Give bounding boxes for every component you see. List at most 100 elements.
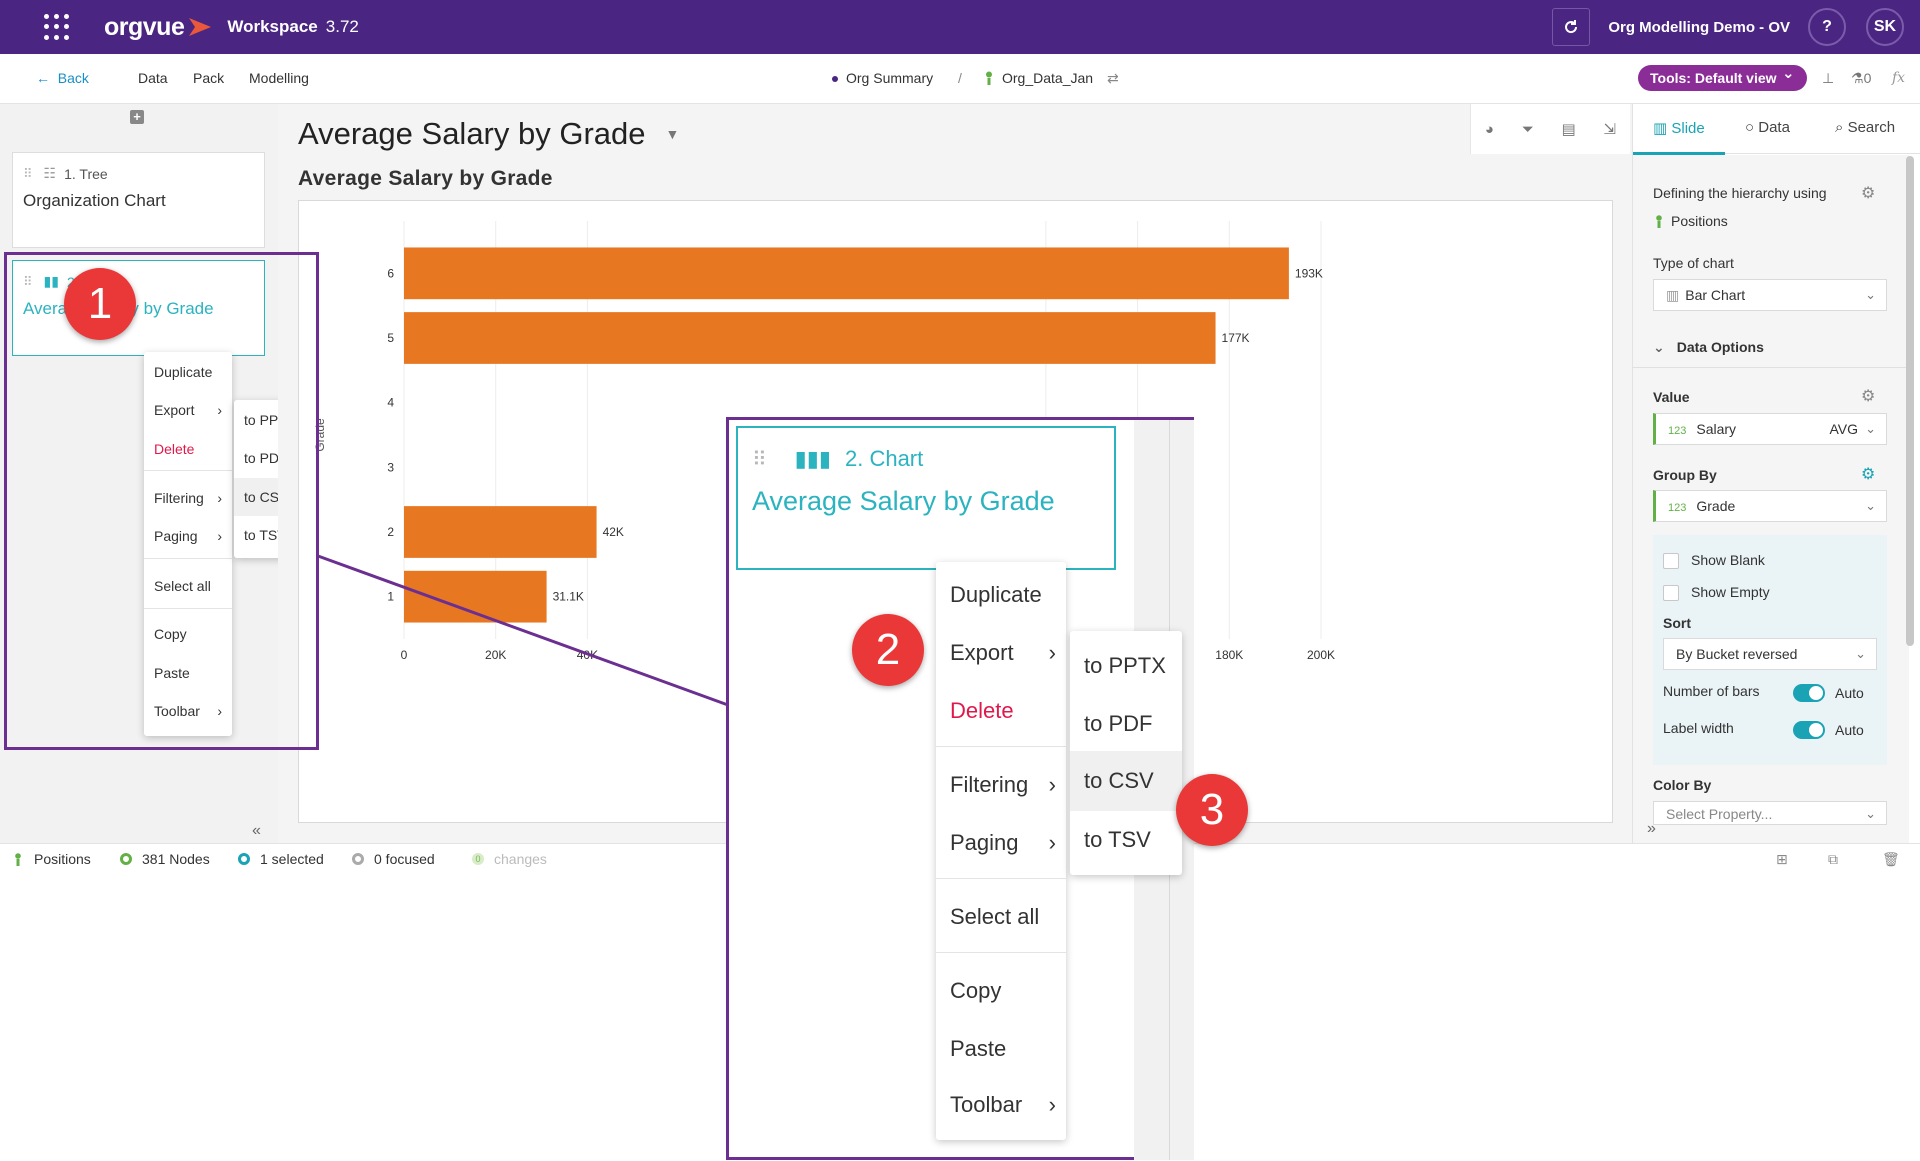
palette-icon[interactable]: ◕: [1484, 120, 1494, 138]
zoom-slide-card[interactable]: ⠿ ▮▮▮ 2. Chart Average Salary by Grade: [736, 426, 1116, 570]
help-button[interactable]: ?: [1808, 8, 1846, 46]
tab-search[interactable]: ⌕ Search: [1835, 119, 1896, 136]
menu-export[interactable]: Export ›: [154, 402, 222, 418]
status-positions[interactable]: Positions: [14, 851, 91, 867]
gear-icon[interactable]: ⚙: [1861, 466, 1876, 483]
show-blank-checkbox[interactable]: [1663, 553, 1679, 569]
menu-toolbar[interactable]: Toolbar ›: [154, 703, 222, 719]
zoom-export-tsv[interactable]: to TSV: [1084, 827, 1151, 852]
zoom-menu-select-all[interactable]: Select all: [950, 904, 1040, 929]
filter-icon[interactable]: ⏷: [1521, 120, 1534, 138]
comment-icon[interactable]: ▤: [1561, 121, 1576, 138]
value-field-select[interactable]: 123 Salary AVG ⌄: [1653, 413, 1887, 445]
status-focused[interactable]: 0 focused: [352, 851, 435, 867]
zoom-menu-paste[interactable]: Paste: [950, 1036, 1007, 1061]
tab-slide[interactable]: ▥ Slide: [1653, 120, 1705, 137]
menu-duplicate[interactable]: Duplicate: [154, 364, 213, 380]
panel-scrollbar[interactable]: [1906, 156, 1914, 646]
copy-node-icon[interactable]: ⧉: [1828, 851, 1838, 867]
bar-chart-icon: ▮▮: [43, 273, 59, 289]
status-changes[interactable]: 0 changes: [472, 851, 547, 867]
export-tsv[interactable]: to TSV: [244, 527, 287, 543]
expand-panel-icon[interactable]: »: [1647, 820, 1656, 837]
person-icon: [1656, 215, 1662, 228]
zoom-menu-duplicate[interactable]: Duplicate: [950, 582, 1042, 607]
menu-copy[interactable]: Copy: [154, 626, 187, 642]
add-node-icon[interactable]: ⊞: [1776, 851, 1788, 867]
menu-paging[interactable]: Paging ›: [154, 528, 222, 544]
label-width-toggle[interactable]: [1793, 721, 1825, 739]
menu-select-all[interactable]: Select all: [154, 578, 211, 594]
add-slide-icon[interactable]: +: [130, 110, 144, 124]
value-label: Value: [1653, 389, 1690, 405]
number-of-bars-toggle[interactable]: [1793, 684, 1825, 702]
chevron-right-icon: ›: [217, 703, 222, 719]
bar-chart-icon: ▥: [1666, 287, 1680, 303]
zoom-menu-copy[interactable]: Copy: [950, 978, 1002, 1003]
chevron-right-icon: ›: [217, 490, 222, 506]
slide-title-header[interactable]: Average Salary by Grade ▼: [298, 116, 680, 151]
sort-select[interactable]: By Bucket reversed ⌄: [1663, 638, 1877, 670]
status-nodes[interactable]: 381 Nodes: [120, 851, 210, 867]
gear-icon[interactable]: ⚙: [1861, 185, 1876, 202]
group-by-select[interactable]: 123 Grade ⌄: [1653, 490, 1887, 522]
zoom-menu-filtering[interactable]: Filtering ›: [950, 772, 1056, 797]
nav-pack[interactable]: Pack: [193, 70, 225, 86]
trash-icon[interactable]: 🗑: [1882, 851, 1900, 867]
tools-view-dropdown[interactable]: Tools: Default view: [1638, 61, 1807, 91]
slide-context-menu: Duplicate Export › Delete Filtering › Pagi…: [144, 352, 232, 736]
data-label: 193K: [1295, 266, 1323, 280]
export-pdf[interactable]: to PDF: [244, 450, 288, 466]
zoom-export-csv[interactable]: to CSV: [1070, 751, 1182, 811]
back-link[interactable]: ← Back: [36, 70, 89, 86]
color-by-select[interactable]: Select Property... ⌄: [1653, 801, 1887, 825]
zoom-export-pdf[interactable]: to PDF: [1084, 711, 1153, 736]
chevron-right-icon: ›: [1048, 640, 1056, 665]
x-tick-label: 0: [401, 648, 408, 662]
swap-icon[interactable]: ⇄: [1106, 70, 1119, 86]
chevron-down-icon[interactable]: ▼: [665, 126, 680, 142]
aggregation-label[interactable]: AVG: [1829, 421, 1858, 437]
formula-icon[interactable]: fx: [1892, 70, 1906, 86]
zoom-menu-export[interactable]: Export ›: [950, 640, 1056, 665]
chart-type-select[interactable]: ▥ Bar Chart ⌄: [1653, 279, 1887, 311]
breadcrumb-org-summary[interactable]: Org Summary: [832, 70, 933, 86]
chart-type-label: Type of chart: [1653, 255, 1734, 271]
zoom-menu-delete[interactable]: Delete: [950, 698, 1014, 723]
sync-button[interactable]: [1552, 8, 1591, 46]
zoom-menu-paging[interactable]: Paging ›: [950, 830, 1056, 855]
chevron-down-icon: ⌄: [1855, 646, 1866, 661]
drag-handle-icon[interactable]: ⠿: [752, 448, 767, 471]
export-icon[interactable]: ⇲: [1603, 121, 1617, 138]
nav-data[interactable]: Data: [138, 70, 168, 86]
arrow-left-icon: ←: [36, 70, 50, 86]
nav-modelling[interactable]: Modelling: [249, 70, 309, 86]
collapse-panel-icon[interactable]: «: [252, 822, 261, 839]
zoom-menu-toolbar[interactable]: Toolbar ›: [950, 1092, 1056, 1117]
tab-data[interactable]: ○ Data: [1745, 119, 1790, 136]
menu-paste[interactable]: Paste: [154, 665, 190, 681]
drag-handle-icon[interactable]: ⠿: [23, 273, 32, 289]
org-name[interactable]: Org Modelling Demo - OV: [1608, 18, 1790, 36]
apps-grid-icon[interactable]: [44, 14, 70, 40]
orgvue-logo[interactable]: orgvue: [104, 13, 213, 42]
flask-icon: ⚗: [1851, 70, 1864, 86]
brand-arrow-icon: [189, 18, 212, 36]
pin-icon[interactable]: ⊥: [1822, 70, 1835, 86]
step-badge-3: 3: [1176, 774, 1248, 846]
show-empty-label: Show Empty: [1691, 584, 1770, 600]
status-selected[interactable]: 1 selected: [238, 851, 324, 867]
slide-card-tree[interactable]: ⠿ ☷ 1. Tree Organization Chart: [12, 152, 265, 248]
drag-handle-icon[interactable]: ⠿: [23, 165, 32, 181]
show-empty-checkbox[interactable]: [1663, 585, 1679, 601]
hierarchy-value[interactable]: Positions: [1655, 213, 1728, 229]
person-icon: [986, 71, 992, 85]
menu-filtering[interactable]: Filtering ›: [154, 490, 222, 506]
menu-delete[interactable]: Delete: [154, 441, 195, 457]
gear-icon[interactable]: ⚙: [1861, 388, 1876, 405]
alerts-indicator[interactable]: ⚗0: [1851, 70, 1872, 86]
user-avatar[interactable]: SK: [1866, 8, 1904, 46]
data-options-toggle[interactable]: ⌄ Data Options: [1653, 339, 1764, 355]
zoom-export-pptx[interactable]: to PPTX: [1084, 653, 1166, 678]
breadcrumb-dataset[interactable]: Org_Data_Jan ⇄: [984, 70, 1119, 87]
